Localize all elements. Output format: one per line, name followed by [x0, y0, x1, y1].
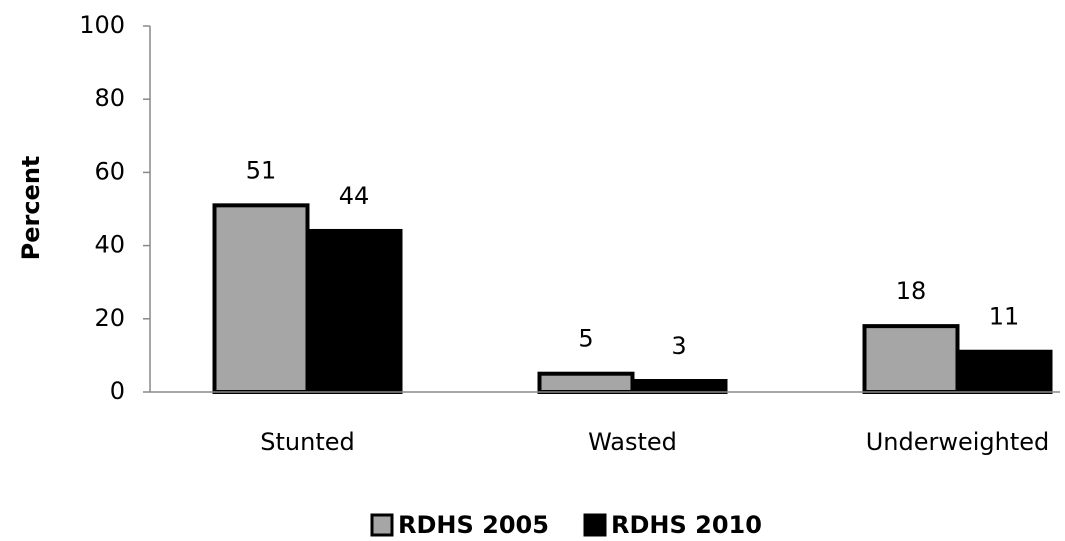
bar — [630, 379, 728, 394]
value-label: 3 — [671, 332, 686, 360]
bar — [537, 371, 635, 395]
legend-label: RDHS 2005 — [398, 511, 549, 539]
x-tick-label: Stunted — [260, 428, 354, 456]
x-tick-label: Wasted — [588, 428, 677, 456]
bar — [862, 324, 960, 394]
legend-swatch — [583, 513, 607, 537]
y-axis-label: Percent — [17, 156, 45, 261]
y-tick-label: 100 — [79, 11, 125, 39]
bar — [212, 203, 310, 394]
value-label: 5 — [578, 325, 593, 353]
value-label: 51 — [246, 156, 277, 184]
y-tick-label: 0 — [110, 377, 125, 405]
legend-swatch — [370, 513, 394, 537]
legend-label: RDHS 2010 — [611, 511, 762, 539]
bar — [955, 349, 1053, 394]
y-tick-label: 80 — [94, 84, 125, 112]
x-tick-label: Underweighted — [866, 428, 1050, 456]
y-tick-label: 40 — [94, 231, 125, 259]
bar — [305, 228, 403, 394]
y-tick-label: 20 — [94, 304, 125, 332]
value-label: 18 — [896, 277, 927, 305]
value-label: 44 — [339, 182, 370, 210]
y-tick-label: 60 — [94, 157, 125, 185]
value-label: 11 — [989, 303, 1020, 331]
